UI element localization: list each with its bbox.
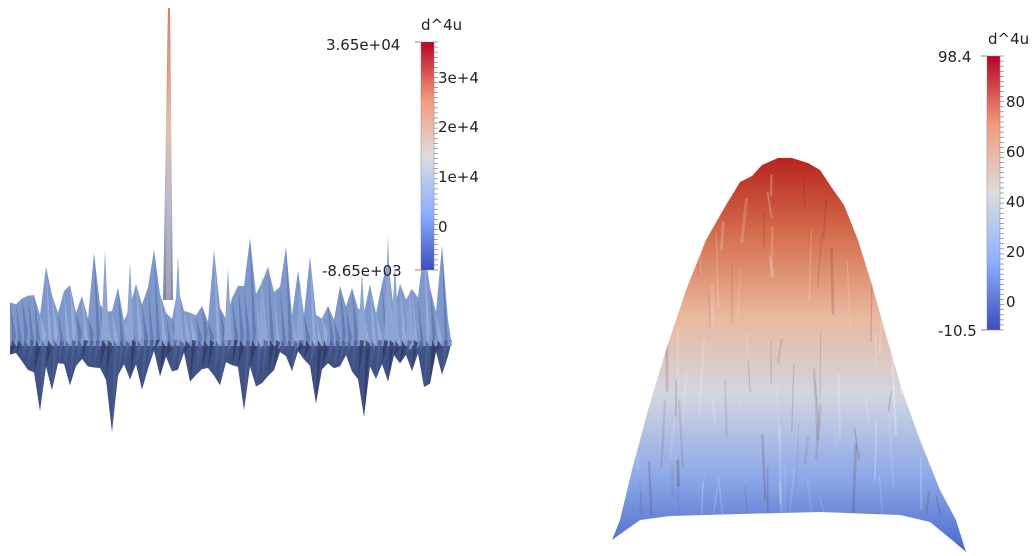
- left-colorbar-title: d^4u: [421, 16, 463, 34]
- right-colorbar-title: d^4u: [988, 30, 1030, 48]
- left-colorbar-ticks: [415, 41, 438, 271]
- right-tick-label-20: 20: [1006, 243, 1026, 261]
- right-tick-label-0: 0: [1006, 293, 1016, 311]
- left-tick-label-0: 0: [438, 218, 448, 236]
- right-colorbar: [986, 55, 1001, 331]
- right-plot-panel: d^4u 98.4 -10.5 80 60 40 20 0: [520, 0, 1036, 556]
- left-colorbar: [420, 41, 435, 271]
- left-mesh-surface: [10, 236, 452, 433]
- right-colorbar-min-label: -10.5: [938, 322, 977, 340]
- left-colorbar-min-label: -8.65e+03: [322, 262, 402, 280]
- left-colorbar-max-label: 3.65e+04: [326, 36, 401, 54]
- right-tick-label-60: 60: [1006, 143, 1026, 161]
- right-tick-label-80: 80: [1006, 93, 1026, 111]
- left-surface-plot: [10, 8, 452, 433]
- left-tick-label-2e4: 2e+4: [438, 118, 479, 136]
- right-tick-label-40: 40: [1006, 193, 1026, 211]
- right-surface-plot: [612, 55, 1004, 552]
- right-mound: [612, 158, 966, 552]
- right-colorbar-max-label: 98.4: [938, 48, 972, 66]
- left-tick-label-1e4: 1e+4: [438, 168, 479, 186]
- left-tick-label-3e4: 3e+4: [438, 69, 479, 87]
- left-plot-panel: d^4u 3.65e+04 -8.65e+03 3e+4 2e+4 1e+4 0: [10, 8, 479, 433]
- right-colorbar-ticks: [981, 55, 1004, 331]
